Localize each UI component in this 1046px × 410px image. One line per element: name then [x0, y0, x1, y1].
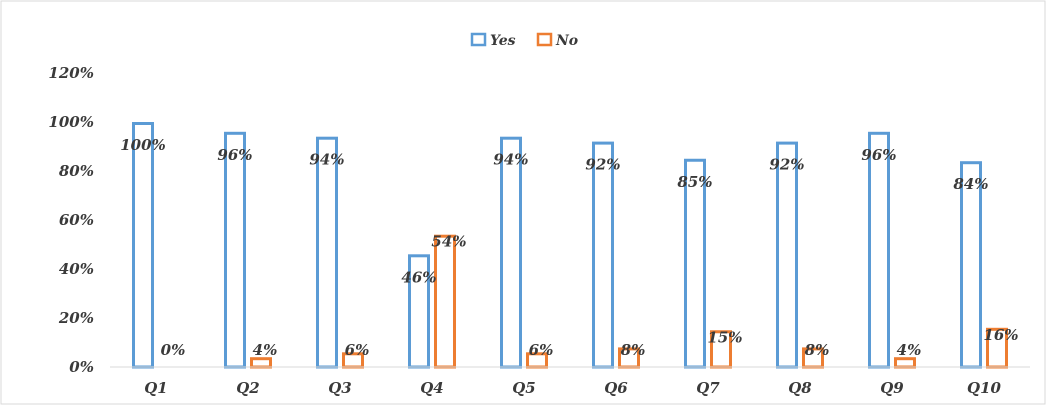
y-axis: 0% 20% 40% 60% 80% 100% 120% [48, 64, 94, 376]
data-label-no-q4: 54% [431, 233, 466, 251]
data-label-no-q3: 6% [345, 341, 370, 359]
bar-no-q4 [434, 234, 456, 369]
x-tick-label: Q10 [967, 379, 1002, 397]
bar-yes-q9 [868, 131, 890, 369]
y-tick-label: 0% [69, 358, 94, 376]
legend-label-yes: Yes [490, 33, 516, 49]
bar-yes-q7 [684, 158, 706, 369]
x-tick-label: Q2 [236, 379, 260, 397]
x-tick-label: Q3 [328, 379, 352, 397]
data-label-yes-q3: 94% [309, 151, 344, 169]
x-tick-label: Q5 [512, 379, 536, 397]
data-label-yes-q7: 85% [677, 173, 712, 191]
data-label-no-q9: 4% [897, 341, 922, 359]
data-labels: 100% 0% 96% 4% 94% 6% 46% 54% 94% 6% 92% 8% 85% 15% 92… [120, 136, 1018, 359]
data-label-yes-q4: 46% [401, 268, 436, 286]
y-tick-label: 80% [59, 162, 94, 180]
data-label-yes-q9: 96% [861, 146, 896, 164]
y-tick-label: 120% [48, 64, 94, 82]
bar-yes-q1 [132, 122, 154, 369]
y-tick-label: 40% [59, 260, 94, 278]
y-tick-label: 60% [59, 211, 94, 229]
data-label-no-q6: 8% [621, 341, 646, 359]
x-axis: Q1 Q2 Q3 Q4 Q5 Q6 Q7 Q8 Q9 Q10 [110, 366, 1030, 397]
data-label-yes-q5: 94% [493, 151, 528, 169]
x-tick-label: Q9 [880, 379, 904, 397]
x-tick-label: Q8 [788, 379, 812, 397]
x-tick-label: Q7 [696, 379, 720, 397]
y-tick-label: 20% [58, 309, 94, 327]
bar-yes-q3 [316, 136, 338, 369]
bar-yes-q5 [500, 136, 522, 369]
bar-no-q9 [894, 357, 916, 369]
data-label-yes-q8: 92% [769, 156, 804, 174]
bar-yes-q2 [224, 131, 246, 369]
x-tick-label: Q1 [144, 379, 168, 397]
data-label-yes-q1: 100% [120, 136, 166, 154]
data-label-yes-q10: 84% [953, 175, 988, 193]
data-label-yes-q2: 96% [217, 146, 252, 164]
legend-label-no: No [555, 33, 578, 49]
bar-yes-q6 [592, 141, 614, 369]
bar-no-q2 [250, 357, 272, 369]
bar-yes-q8 [776, 141, 798, 369]
data-label-no-q10: 16% [983, 326, 1018, 344]
bars [132, 122, 1008, 369]
data-label-yes-q6: 92% [585, 156, 620, 174]
legend: Yes No [470, 32, 578, 49]
data-label-no-q8: 8% [805, 341, 830, 359]
bar-yes-q10 [960, 161, 982, 369]
data-label-no-q5: 6% [529, 341, 554, 359]
legend-swatch-yes [470, 32, 487, 47]
y-tick-label: 100% [48, 113, 94, 131]
x-tick-label: Q4 [420, 379, 444, 397]
legend-swatch-no [536, 32, 553, 47]
data-label-no-q1: 0% [161, 341, 186, 359]
x-tick-label: Q6 [604, 379, 628, 397]
data-label-no-q2: 4% [253, 341, 278, 359]
data-label-no-q7: 15% [707, 328, 742, 346]
